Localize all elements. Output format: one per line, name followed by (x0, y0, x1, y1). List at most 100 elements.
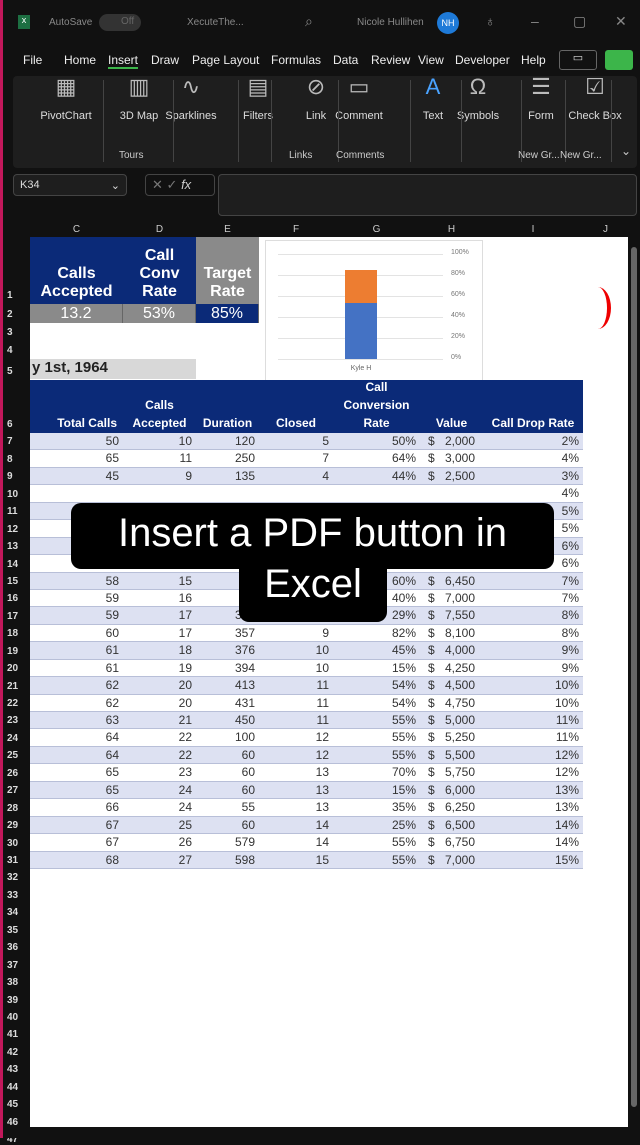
row-header[interactable]: 13 (7, 541, 19, 553)
comments-button[interactable]: ▭ (559, 50, 597, 70)
tab-insert[interactable]: Insert (108, 53, 139, 69)
tab-data[interactable]: Data (333, 53, 359, 67)
table-row[interactable]: 67 26 579 14 55% $6,750 14% (30, 834, 583, 852)
tab-developer[interactable]: Developer (455, 53, 510, 67)
table-row[interactable]: 63 21 450 11 55% $5,000 11% (30, 712, 583, 730)
row-header[interactable]: 38 (7, 977, 19, 989)
table-row[interactable]: 45 9 135 4 44% $2,500 3% (30, 467, 583, 486)
row-header[interactable]: 10 (7, 488, 19, 500)
column-header-J[interactable]: J (603, 224, 608, 235)
row-header[interactable]: 9 (7, 471, 13, 483)
column-header-E[interactable]: E (224, 224, 231, 235)
row-header[interactable]: 4 (7, 345, 13, 356)
row-header[interactable]: 34 (7, 907, 19, 919)
row-header[interactable]: 8 (7, 453, 13, 465)
close-icon[interactable]: ✕ (615, 13, 627, 29)
table-row[interactable]: 62 20 413 11 54% $4,500 10% (30, 677, 583, 695)
table-row[interactable]: 68 27 598 15 55% $7,000 15% (30, 851, 583, 869)
column-header-F[interactable]: F (292, 224, 300, 235)
ribbon-button-check-box[interactable]: ☑ Check Box (567, 76, 623, 123)
row-header[interactable]: 3 (7, 327, 13, 338)
row-header[interactable]: 37 (7, 959, 19, 971)
file-name[interactable]: XecuteThe... (187, 17, 244, 28)
table-row[interactable]: 61 19 394 10 15% $4,250 9% (30, 659, 583, 678)
vertical-scrollbar[interactable] (628, 237, 640, 1127)
row-header[interactable]: 19 (7, 645, 19, 657)
tab-draw[interactable]: Draw (151, 53, 180, 67)
ribbon-button-link[interactable]: ⊘ Link (288, 76, 344, 123)
tab-home[interactable]: Home (64, 53, 97, 67)
row-header[interactable]: 11 (7, 506, 18, 518)
search-icon[interactable]: ⌕ (305, 13, 313, 29)
row-header[interactable]: 17 (7, 610, 19, 622)
row-header[interactable]: 45 (7, 1099, 19, 1111)
row-header[interactable]: 27 (7, 785, 19, 797)
row-header[interactable]: 41 (7, 1029, 19, 1041)
avatar[interactable]: NH (437, 12, 459, 34)
ribbon-button-symbols[interactable]: Ω Symbols (450, 76, 506, 123)
table-row[interactable]: 64 22 100 12 55% $5,250 11% (30, 729, 583, 747)
row-header[interactable]: 40 (7, 1011, 19, 1023)
ribbon-button-form[interactable]: ☰ Form (513, 76, 569, 123)
table-row[interactable]: 61 18 376 10 45% $4,000 9% (30, 642, 583, 660)
scrollbar-thumb[interactable] (631, 247, 637, 1107)
row-header[interactable]: 31 (7, 855, 19, 866)
row-header[interactable]: 42 (7, 1046, 19, 1058)
row-header[interactable]: 36 (7, 942, 19, 954)
table-row[interactable]: 67 25 60 14 25% $6,500 14% (30, 816, 583, 835)
row-header[interactable]: 35 (7, 924, 19, 936)
worksheet-grid[interactable]: Calls Accepted Call Conv Rate Target Rate 1… (30, 237, 628, 1127)
column-header-G[interactable]: G (372, 224, 381, 235)
formula-input[interactable] (218, 174, 637, 216)
row-header[interactable]: 16 (7, 593, 19, 605)
row-header[interactable]: 20 (7, 663, 19, 675)
row-header[interactable]: 2 (7, 309, 13, 320)
row-header[interactable]: 22 (7, 698, 19, 710)
ribbon-button-pivotchart[interactable]: ▦ PivotChart (38, 76, 94, 123)
row-header[interactable]: 44 (7, 1081, 19, 1093)
tab-page-layout[interactable]: Page Layout (192, 53, 260, 67)
tab-formulas[interactable]: Formulas (271, 53, 322, 67)
collapse-ribbon-icon[interactable]: ⌄ (621, 144, 632, 158)
table-row[interactable]: 50 10 120 5 50% $2,000 2% (30, 433, 583, 451)
table-row[interactable]: 4% (30, 485, 583, 503)
row-header[interactable]: 39 (7, 994, 19, 1006)
row-header[interactable]: 23 (7, 715, 19, 727)
row-header[interactable]: 7 (7, 436, 13, 448)
table-row[interactable]: 66 24 55 13 35% $6,250 13% (30, 799, 583, 817)
table-row[interactable]: 65 24 60 13 15% $6,000 13% (30, 781, 583, 800)
row-header[interactable]: 30 (7, 837, 19, 849)
column-header-I[interactable]: I (531, 224, 535, 235)
row-header[interactable]: 14 (7, 558, 19, 570)
table-row[interactable]: 65 11 250 7 64% $3,000 4% (30, 450, 583, 468)
row-header[interactable]: 1 (7, 290, 13, 301)
maximize-icon[interactable]: ▢ (573, 13, 587, 29)
row-header[interactable]: 29 (7, 820, 19, 832)
ribbon-button-filters[interactable]: ▤ Filters (230, 76, 286, 123)
row-header[interactable]: 46 (7, 1116, 19, 1128)
row-header[interactable]: 15 (7, 575, 19, 587)
table-row[interactable]: 60 17 357 9 82% $8,100 8% (30, 624, 583, 643)
column-header-H[interactable]: H (447, 224, 456, 235)
ribbon-button-sparklines[interactable]: ∿ Sparklines (163, 76, 219, 123)
table-row[interactable]: 64 22 60 12 55% $5,500 12% (30, 746, 583, 765)
ribbon-button-text[interactable]: A Text (405, 76, 461, 123)
lightbulb-icon[interactable]: ♁ (485, 13, 496, 29)
row-header[interactable]: 32 (7, 872, 19, 884)
autosave-toggle[interactable]: Off (99, 14, 141, 31)
column-header-D[interactable]: D (155, 224, 164, 235)
tab-review[interactable]: Review (371, 53, 411, 67)
column-header-C[interactable]: C (72, 224, 81, 235)
ribbon-button-comment[interactable]: ▭ Comment (331, 76, 387, 123)
row-header[interactable]: 12 (7, 523, 19, 535)
share-button[interactable] (605, 50, 633, 70)
row-header[interactable]: 28 (7, 802, 19, 814)
row-header[interactable]: 33 (7, 889, 19, 901)
sheet-tabs-bar[interactable] (3, 1127, 640, 1138)
chart[interactable]: 0% 20% 40% 60% 80% 100% Kyle H (265, 240, 483, 383)
row-header[interactable]: 24 (7, 732, 19, 744)
table-row[interactable]: 65 23 60 13 70% $5,750 12% (30, 764, 583, 782)
minimize-icon[interactable]: – (531, 13, 539, 29)
tab-view[interactable]: View (418, 53, 444, 67)
name-box[interactable]: K34 ⌄ (13, 174, 127, 196)
